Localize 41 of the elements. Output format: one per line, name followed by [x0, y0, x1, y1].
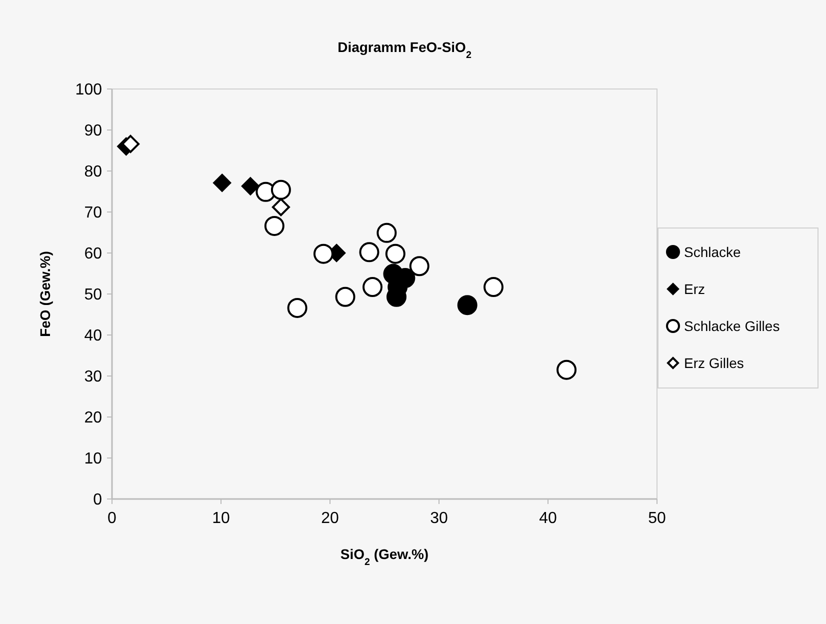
- point: [213, 174, 232, 192]
- y-tick-label: 70: [84, 204, 102, 222]
- y-tick-label: 30: [84, 368, 102, 386]
- point: [385, 244, 406, 264]
- legend-label: Erz: [684, 280, 705, 297]
- x-tick-label: 0: [108, 510, 117, 527]
- point: [362, 277, 383, 298]
- point: [241, 177, 260, 196]
- x-tick-label: 20: [321, 510, 339, 527]
- point: [409, 256, 430, 276]
- x-tick-label: 30: [430, 510, 448, 527]
- x-tick-label: 40: [539, 510, 557, 527]
- x-axis-title: SiO$_{2}$ (Gew.%): [340, 546, 429, 568]
- point: [335, 286, 356, 307]
- point: [287, 298, 308, 318]
- legend-label: Schlacke Gilles: [684, 318, 780, 334]
- point: [122, 134, 140, 153]
- y-axis-title: FeO (Gew.%): [37, 251, 53, 337]
- y-tick-label: 20: [84, 410, 102, 427]
- y-tick-label: 0: [93, 492, 102, 509]
- x-tick-label: 50: [648, 510, 666, 527]
- legend-label: Erz Gilles: [684, 354, 744, 371]
- point: [484, 277, 504, 298]
- point: [556, 360, 577, 380]
- y-tick-label: 60: [84, 246, 102, 263]
- point: [359, 242, 380, 262]
- point: [313, 244, 334, 264]
- point: [270, 180, 291, 200]
- point: [376, 222, 397, 243]
- chart-title: Diagramm FeO-SiO$_{2}$: [338, 39, 472, 60]
- y-tick-label: 90: [84, 122, 102, 140]
- legend-label: Schlacke: [684, 244, 742, 260]
- y-tick-label: 100: [75, 82, 102, 99]
- point: [264, 216, 284, 236]
- point: [457, 295, 478, 316]
- y-tick-label: 40: [84, 328, 102, 345]
- y-tick-label: 80: [84, 164, 102, 181]
- y-tick-label: 50: [84, 286, 102, 304]
- point: [272, 198, 290, 216]
- y-tick-label: 10: [84, 450, 102, 468]
- x-tick-label: 10: [212, 510, 230, 527]
